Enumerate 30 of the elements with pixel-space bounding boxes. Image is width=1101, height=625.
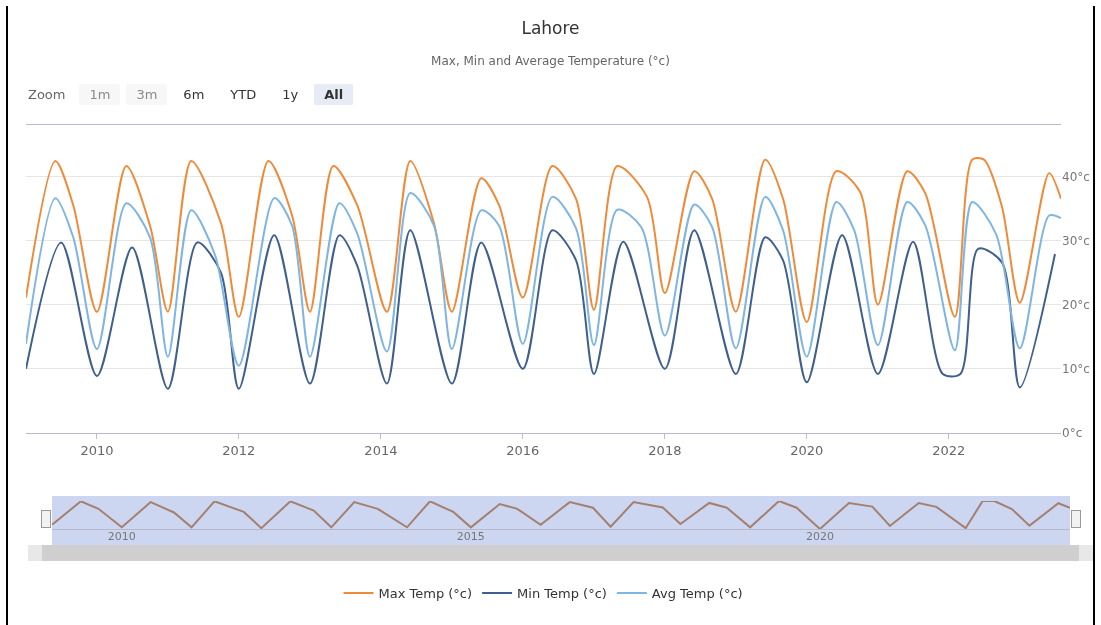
- y-tick-label: 40°c: [1062, 169, 1090, 184]
- x-tick-label: 2015: [456, 530, 485, 544]
- line-series: [26, 158, 1061, 323]
- y-tick-label: 20°c: [1062, 297, 1090, 312]
- text: 6m: [182, 85, 206, 104]
- x-tick-label: 2018: [648, 442, 682, 458]
- x-tick-label: 2020: [790, 442, 824, 458]
- y-tick-label: 10°c: [1062, 362, 1090, 377]
- text: Zoom: [28, 86, 66, 102]
- text: 1y: [281, 85, 300, 104]
- line-series: [26, 192, 1061, 367]
- legend-label: Min Temp (°c): [517, 586, 607, 602]
- text: All: [314, 83, 354, 105]
- legend-label: Max Temp (°c): [378, 586, 473, 602]
- x-tick-label: 2022: [932, 442, 966, 458]
- x-tick-label: 2014: [364, 442, 398, 458]
- x-tick-label: 2010: [80, 442, 114, 458]
- y-tick-label: 0°c: [1062, 426, 1083, 441]
- text: 3m: [126, 83, 168, 105]
- text: YTD: [229, 85, 258, 104]
- text: 1m: [79, 83, 121, 105]
- x-tick-label: 2010: [107, 530, 136, 544]
- chart-subtitle: Max, Min and Average Temperature (°c): [431, 54, 670, 69]
- x-tick-label: 2016: [506, 442, 540, 458]
- x-tick-label: 2020: [805, 530, 834, 544]
- line-series: [26, 229, 1056, 390]
- chart-title: Lahore: [521, 17, 580, 38]
- y-tick-label: 30°c: [1062, 233, 1090, 248]
- legend-label: Avg Temp (°c): [651, 586, 743, 602]
- x-tick-label: 2012: [222, 442, 256, 458]
